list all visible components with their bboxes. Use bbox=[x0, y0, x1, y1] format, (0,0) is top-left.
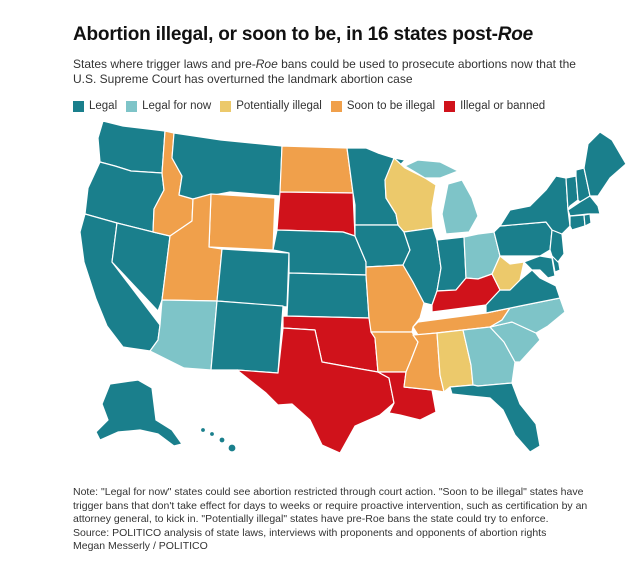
state-wyoming bbox=[208, 193, 276, 251]
state-colorado bbox=[216, 248, 290, 308]
title-italic: Roe bbox=[497, 24, 534, 45]
page-title: Abortion illegal, or soon to be, in 16 s… bbox=[73, 24, 534, 45]
state-maryland bbox=[523, 255, 556, 279]
state-arizona bbox=[149, 299, 218, 371]
state-kansas bbox=[286, 272, 370, 319]
state-vermont bbox=[565, 175, 579, 211]
state-michigan-lower bbox=[441, 179, 479, 235]
state-south-dakota bbox=[276, 191, 356, 237]
legend: Legal Legal for now Potentially illegal … bbox=[73, 100, 554, 112]
legend-swatch-legal bbox=[73, 100, 84, 112]
state-new-mexico bbox=[210, 300, 284, 374]
state-hawaii-1 bbox=[199, 426, 207, 434]
state-hawaii-3 bbox=[218, 436, 226, 444]
legend-swatch-illegal-or-banned bbox=[444, 100, 456, 112]
legend-item-legal-for-now: Legal for now bbox=[126, 100, 211, 112]
legend-swatch-potentially-illegal bbox=[220, 100, 232, 112]
us-states-map bbox=[79, 120, 627, 454]
state-hawaii-4 bbox=[227, 443, 237, 453]
state-michigan-upper bbox=[404, 159, 459, 179]
legend-item-soon-to-be-illegal: Soon to be illegal bbox=[330, 100, 435, 112]
state-north-dakota bbox=[279, 145, 354, 194]
state-montana bbox=[171, 132, 283, 200]
legend-item-legal: Legal bbox=[73, 100, 117, 112]
state-florida bbox=[449, 382, 541, 453]
legend-swatch-legal-for-now bbox=[126, 100, 138, 112]
state-hawaii-2 bbox=[208, 430, 216, 438]
state-texas bbox=[236, 327, 395, 454]
state-rhode-island bbox=[583, 213, 592, 227]
state-west-virginia bbox=[491, 255, 525, 291]
note-text: Note: "Legal for now" states could see a… bbox=[73, 486, 588, 525]
source-text: Source: POLITICO analysis of state laws,… bbox=[73, 526, 547, 539]
legend-item-illegal-or-banned: Illegal or banned bbox=[444, 100, 545, 112]
legend-swatch-soon-to-be-illegal bbox=[330, 100, 342, 112]
state-alaska bbox=[95, 379, 183, 447]
state-maine bbox=[583, 131, 627, 197]
subtitle-italic: Roe bbox=[255, 57, 278, 71]
subtitle: States where trigger laws and pre-Roe ba… bbox=[73, 57, 576, 86]
state-connecticut bbox=[569, 214, 586, 231]
legend-item-potentially-illegal: Potentially illegal bbox=[220, 100, 322, 112]
credit-text: Megan Messerly / POLITICO bbox=[73, 540, 208, 552]
state-pennsylvania bbox=[493, 221, 553, 257]
footnote: Note: "Legal for now" states could see a… bbox=[73, 486, 603, 554]
